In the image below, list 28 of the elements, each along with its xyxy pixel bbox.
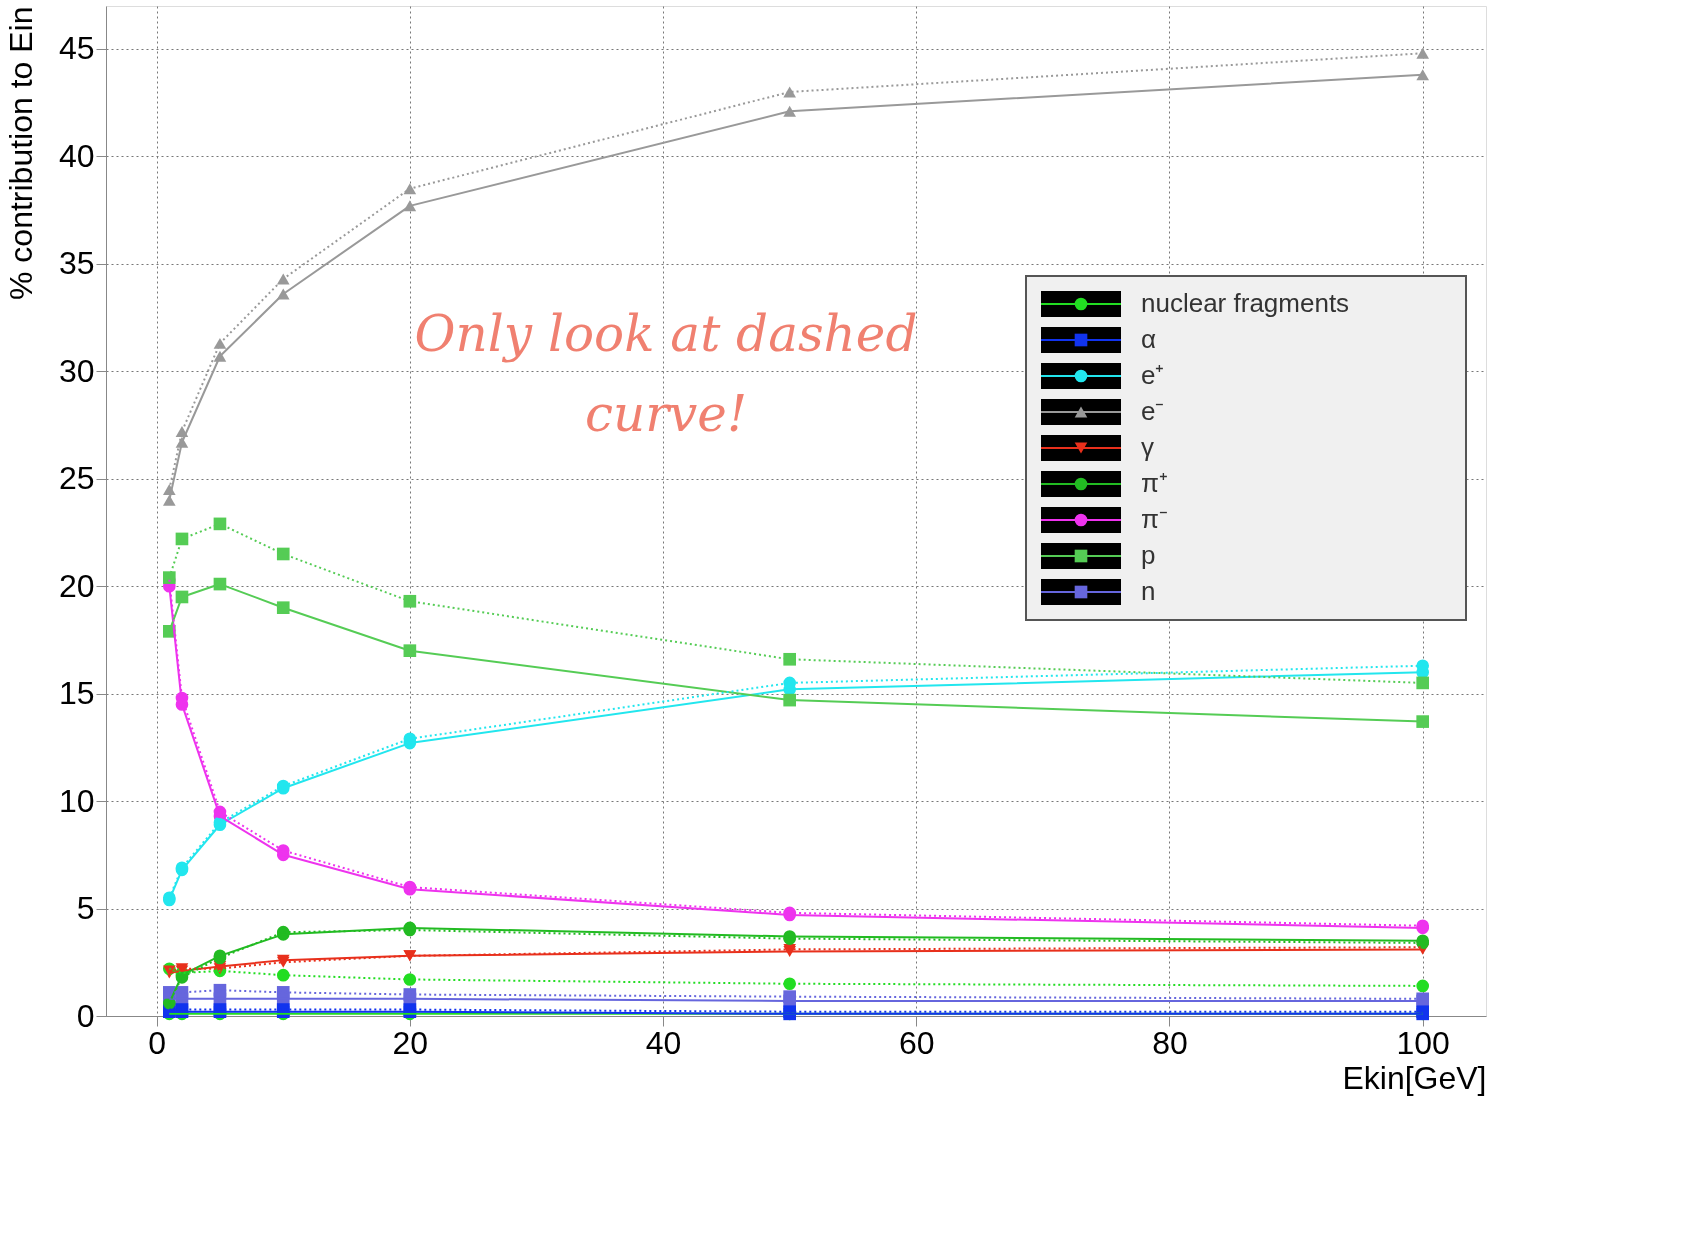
x-tick-label: 100 <box>1396 1024 1450 1061</box>
x-tick-label: 40 <box>645 1024 682 1061</box>
legend-label: π⁻ <box>1141 504 1168 534</box>
x-axis-title: Ekin[GeV] <box>1342 1059 1487 1096</box>
y-tick-label: 20 <box>58 567 95 604</box>
x-tick-label: 80 <box>1152 1024 1188 1061</box>
legend-label: nuclear fragments <box>1141 288 1350 318</box>
legend-label: π⁺ <box>1141 468 1168 498</box>
y-tick-label: 35 <box>58 245 95 282</box>
y-tick-label: 0 <box>76 997 95 1034</box>
legend-label: n <box>1141 576 1156 606</box>
y-tick-label: 5 <box>76 890 95 927</box>
y-tick-label: 30 <box>58 352 95 389</box>
legend-label: e⁺ <box>1141 360 1165 390</box>
x-tick-label: 0 <box>148 1024 167 1061</box>
x-tick-label: 60 <box>898 1024 935 1061</box>
legend-label: γ <box>1141 432 1154 462</box>
y-tick-label: 40 <box>58 137 95 174</box>
legend-label: e⁻ <box>1141 396 1165 426</box>
y-tick-label: 15 <box>58 675 95 712</box>
y-tick-label: 10 <box>58 782 95 819</box>
legend-label: p <box>1141 540 1156 570</box>
annotation: Only look at dashed curve! <box>414 305 918 443</box>
y-tick-label: 25 <box>58 460 95 497</box>
x-tick-label: 20 <box>392 1024 429 1061</box>
y-axis-title: % contribution to Ein <box>2 6 39 300</box>
legend-label: α <box>1141 324 1157 354</box>
y-tick-label: 45 <box>58 30 95 67</box>
